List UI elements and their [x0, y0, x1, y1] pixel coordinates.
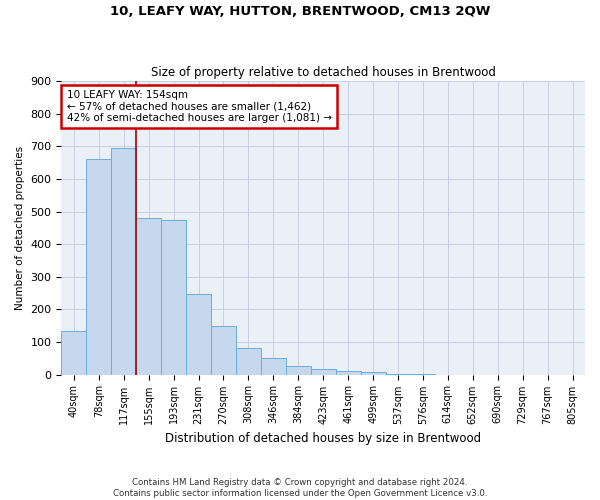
Bar — [335, 370, 361, 374]
Text: Contains HM Land Registry data © Crown copyright and database right 2024.
Contai: Contains HM Land Registry data © Crown c… — [113, 478, 487, 498]
Bar — [361, 372, 386, 374]
Y-axis label: Number of detached properties: Number of detached properties — [15, 146, 25, 310]
Bar — [61, 330, 86, 374]
Bar — [86, 160, 111, 374]
Title: Size of property relative to detached houses in Brentwood: Size of property relative to detached ho… — [151, 66, 496, 78]
Text: 10 LEAFY WAY: 154sqm
← 57% of detached houses are smaller (1,462)
42% of semi-de: 10 LEAFY WAY: 154sqm ← 57% of detached h… — [67, 90, 332, 123]
Bar — [261, 358, 286, 374]
Bar — [211, 326, 236, 374]
Bar — [311, 368, 335, 374]
X-axis label: Distribution of detached houses by size in Brentwood: Distribution of detached houses by size … — [165, 432, 481, 445]
Bar — [136, 218, 161, 374]
Bar — [236, 348, 261, 374]
Bar — [161, 220, 186, 374]
Bar — [186, 294, 211, 374]
Text: 10, LEAFY WAY, HUTTON, BRENTWOOD, CM13 2QW: 10, LEAFY WAY, HUTTON, BRENTWOOD, CM13 2… — [110, 5, 490, 18]
Bar — [111, 148, 136, 374]
Bar — [286, 366, 311, 374]
